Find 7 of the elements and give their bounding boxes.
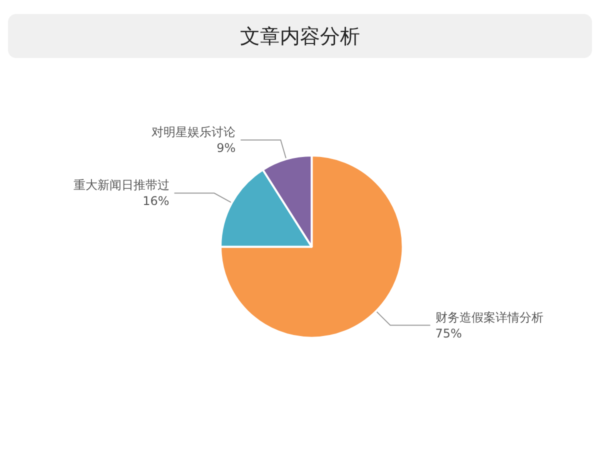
chart-title: 文章内容分析 xyxy=(240,24,360,48)
data-label: 16% xyxy=(142,194,170,208)
slice-label: 对明星娱乐讨论 xyxy=(152,124,236,139)
data-label: 75% xyxy=(435,326,462,340)
slice-label: 重大新闻日推带过 xyxy=(73,178,170,192)
data-label: 9% xyxy=(216,140,236,155)
slice-label: 财务造假案详情分析 xyxy=(435,310,544,324)
